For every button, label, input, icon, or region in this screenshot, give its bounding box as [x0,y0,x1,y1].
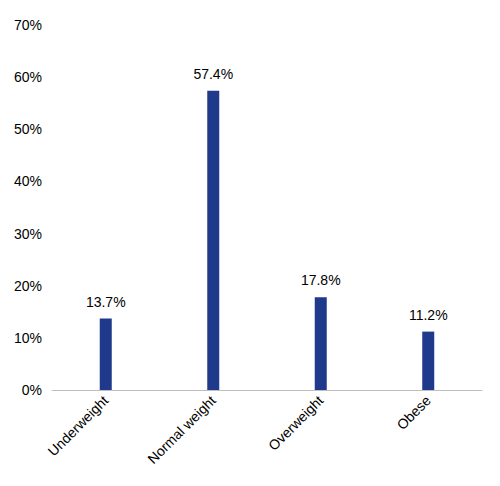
svg-text:10%: 10% [14,330,42,346]
svg-text:0%: 0% [22,382,42,398]
svg-text:Overweight: Overweight [265,392,326,453]
svg-text:Obese: Obese [393,392,434,433]
svg-text:57.4%: 57.4% [193,66,233,82]
svg-text:60%: 60% [14,69,42,85]
svg-text:70%: 70% [14,17,42,33]
svg-text:Normal weight: Normal weight [144,392,219,467]
svg-text:17.8%: 17.8% [301,272,341,288]
svg-text:20%: 20% [14,278,42,294]
svg-text:13.7%: 13.7% [86,294,126,310]
svg-text:Underweight: Underweight [45,392,112,459]
svg-text:40%: 40% [14,173,42,189]
svg-text:50%: 50% [14,121,42,137]
svg-text:11.2%: 11.2% [409,307,448,323]
svg-text:30%: 30% [14,226,42,242]
